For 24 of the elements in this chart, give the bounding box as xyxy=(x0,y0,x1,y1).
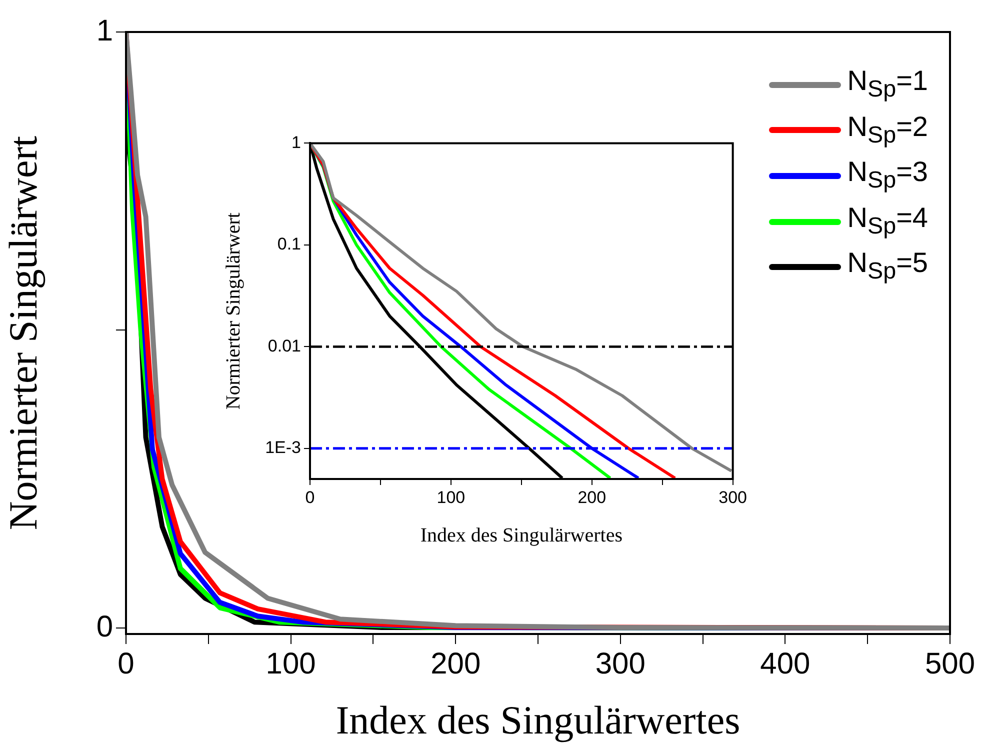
legend-label: N$_{Sp}$=3 xyxy=(847,155,928,195)
y-tick-label: 0.01 xyxy=(268,336,301,356)
x-tick-label: 100 xyxy=(266,647,316,680)
legend-label: N$_{Sp}$=1 xyxy=(847,64,928,104)
legend-label: N$_{Sp}$=2 xyxy=(847,110,928,150)
x-axis-title: Index des Singulärwertes xyxy=(336,698,740,742)
x-axis-title: Index des Singulärwertes xyxy=(420,524,623,546)
x-tick-label: 100 xyxy=(436,488,466,507)
y-axis-title: Normierter Singulärwert xyxy=(222,212,244,410)
legend-label: N$_{Sp}$=5 xyxy=(847,246,928,286)
x-tick-label: 0 xyxy=(305,488,315,507)
x-tick-label: 300 xyxy=(718,488,748,507)
y-axis-title: Normierter Singulärwert xyxy=(0,136,46,530)
x-tick-label: 300 xyxy=(595,647,646,680)
x-tick-label: 400 xyxy=(760,647,810,680)
y-tick-label: 0.1 xyxy=(277,234,301,254)
x-tick-label: 500 xyxy=(924,647,976,680)
legend-label: N$_{Sp}$=4 xyxy=(847,200,928,240)
y-tick-label: 1 xyxy=(96,14,113,48)
y-tick-label: 1 xyxy=(292,132,301,152)
x-tick-label: 0 xyxy=(118,647,134,680)
x-tick-label: 200 xyxy=(430,647,481,680)
y-tick-label: 1E-3 xyxy=(265,438,301,458)
x-tick-label: 200 xyxy=(578,488,606,507)
